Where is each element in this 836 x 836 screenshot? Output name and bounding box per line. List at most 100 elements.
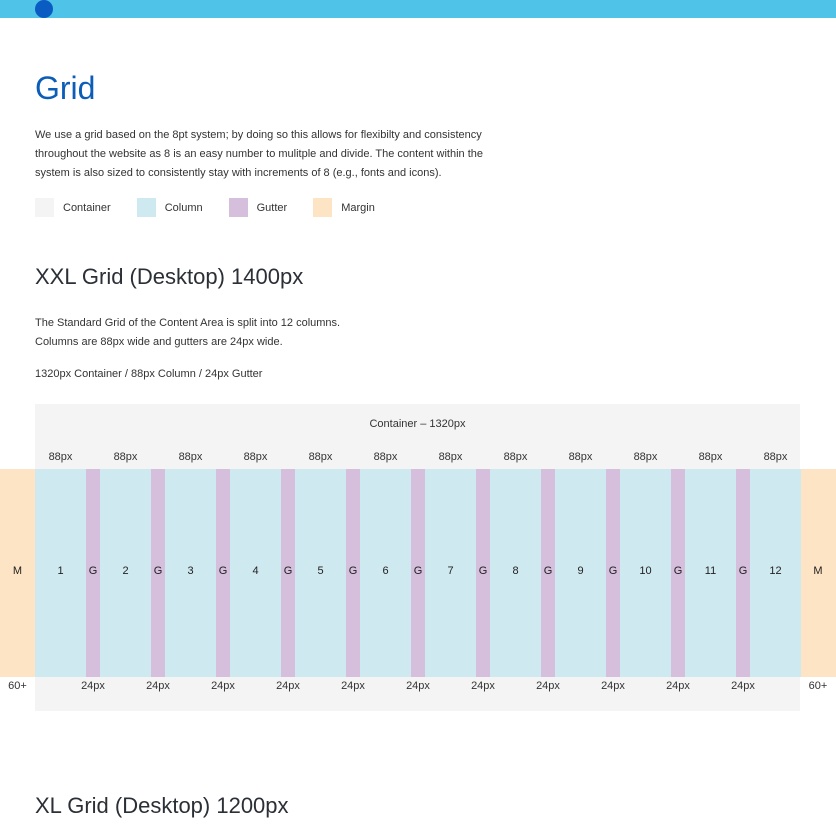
column-width-label: 88px — [308, 451, 333, 463]
grid-column — [295, 469, 346, 677]
gutter-label: G — [88, 565, 98, 577]
column-number: 8 — [512, 565, 519, 577]
gutter-label: G — [153, 565, 163, 577]
column-width-label: 88px — [438, 451, 463, 463]
column-number: 3 — [187, 565, 194, 577]
column-number: 7 — [447, 565, 454, 577]
column-number: 2 — [122, 565, 129, 577]
column-width-label: 88px — [698, 451, 723, 463]
gutter-width-label: 24px — [406, 680, 430, 692]
intro-line: We use a grid based on the 8pt system; b… — [35, 129, 482, 141]
gutter-width-label: 24px — [666, 680, 690, 692]
legend-swatch — [136, 198, 156, 217]
grid-column — [360, 469, 411, 677]
gutter-label: G — [608, 565, 618, 577]
gutter-label: G — [348, 565, 358, 577]
column-width-label: 88px — [568, 451, 593, 463]
page-title: Grid — [35, 70, 96, 106]
margin-label-right: M — [813, 565, 823, 577]
gutter-label: G — [283, 565, 293, 577]
grid-column — [100, 469, 151, 677]
column-width-label: 88px — [48, 451, 73, 463]
grid-column — [425, 469, 476, 677]
column-number: 11 — [704, 565, 717, 577]
grid-gutter — [606, 469, 620, 677]
column-width-label: 88px — [373, 451, 398, 463]
column-number: 4 — [252, 565, 259, 577]
grid-gutter — [476, 469, 490, 677]
top-bar-dot — [35, 0, 53, 18]
grid-gutter — [86, 469, 100, 677]
grid-column — [750, 469, 801, 677]
grid-gutter — [151, 469, 165, 677]
container-label: Container – 1320px — [369, 418, 466, 430]
gutter-label: G — [738, 565, 748, 577]
column-width-label: 88px — [243, 451, 268, 463]
grid-column — [35, 469, 86, 677]
gutter-label: G — [413, 565, 423, 577]
gutter-label: G — [218, 565, 228, 577]
grid-column — [555, 469, 606, 677]
legend-swatch — [228, 198, 248, 217]
grid-gutter — [541, 469, 555, 677]
legend-item-container: Container — [35, 198, 111, 217]
gutter-width-label: 24px — [276, 680, 300, 692]
intro-line: system is also sized to consistently sta… — [35, 167, 442, 179]
margin-left — [0, 469, 35, 677]
gutter-width-label: 24px — [81, 680, 105, 692]
intro-paragraph: We use a grid based on the 8pt system; b… — [35, 126, 535, 183]
column-width-label: 88px — [113, 451, 138, 463]
legend-item-column: Column — [136, 198, 203, 217]
grid-gutter — [216, 469, 230, 677]
description-line: Columns are 88px wide and gutters are 24… — [35, 336, 283, 348]
gutter-width-label: 24px — [536, 680, 560, 692]
legend-label: Margin — [341, 201, 375, 214]
gutter-label: G — [673, 565, 683, 577]
column-number: 12 — [769, 565, 782, 577]
gutter-width-label: 24px — [471, 680, 495, 692]
xxl-grid-summary: 1320px Container / 88px Column / 24px Gu… — [35, 368, 263, 380]
gutter-label: G — [543, 565, 553, 577]
margin-right — [800, 469, 836, 677]
legend-label: Container — [63, 201, 111, 214]
legend-item-margin: Margin — [313, 198, 375, 217]
column-number: 10 — [639, 565, 652, 577]
margin-label-left: M — [12, 565, 23, 577]
legend-item-gutter: Gutter — [228, 198, 288, 217]
grid-column — [490, 469, 541, 677]
xxl-grid-description: The Standard Grid of the Content Area is… — [35, 314, 340, 352]
legend-swatch — [313, 198, 333, 217]
grid-column — [685, 469, 736, 677]
grid-gutter — [411, 469, 425, 677]
gutter-width-label: 24px — [601, 680, 625, 692]
legend-label: Gutter — [256, 201, 288, 214]
grid-column — [620, 469, 671, 677]
grid-column — [165, 469, 216, 677]
column-width-label: 88px — [503, 451, 528, 463]
description-line: The Standard Grid of the Content Area is… — [35, 317, 341, 329]
column-width-label: 88px — [633, 451, 658, 463]
gutter-width-label: 24px — [731, 680, 755, 692]
legend: Container Column Gutter Margin — [35, 198, 401, 217]
column-number: 9 — [577, 565, 584, 577]
gutter-width-label: 24px — [211, 680, 235, 692]
grid-gutter — [346, 469, 360, 677]
gutter-width-label: 24px — [146, 680, 170, 692]
grid-gutter — [671, 469, 685, 677]
legend-swatch — [35, 198, 54, 217]
column-number: 5 — [317, 565, 324, 577]
margin-width-right: 60+ — [808, 680, 828, 692]
column-width-label: 88px — [178, 451, 203, 463]
intro-line: throughout the website as 8 is an easy n… — [35, 148, 484, 160]
xxl-grid-heading: XXL Grid (Desktop) 1400px — [35, 264, 304, 289]
grid-column — [230, 469, 281, 677]
xl-grid-heading: XL Grid (Desktop) 1200px — [35, 793, 289, 818]
gutter-label: G — [478, 565, 488, 577]
legend-label: Column — [164, 201, 203, 214]
grid-gutter — [736, 469, 750, 677]
column-number: 6 — [382, 565, 389, 577]
column-number: 1 — [57, 565, 64, 577]
top-bar — [0, 0, 836, 18]
gutter-width-label: 24px — [341, 680, 365, 692]
column-width-label: 88px — [763, 451, 788, 463]
